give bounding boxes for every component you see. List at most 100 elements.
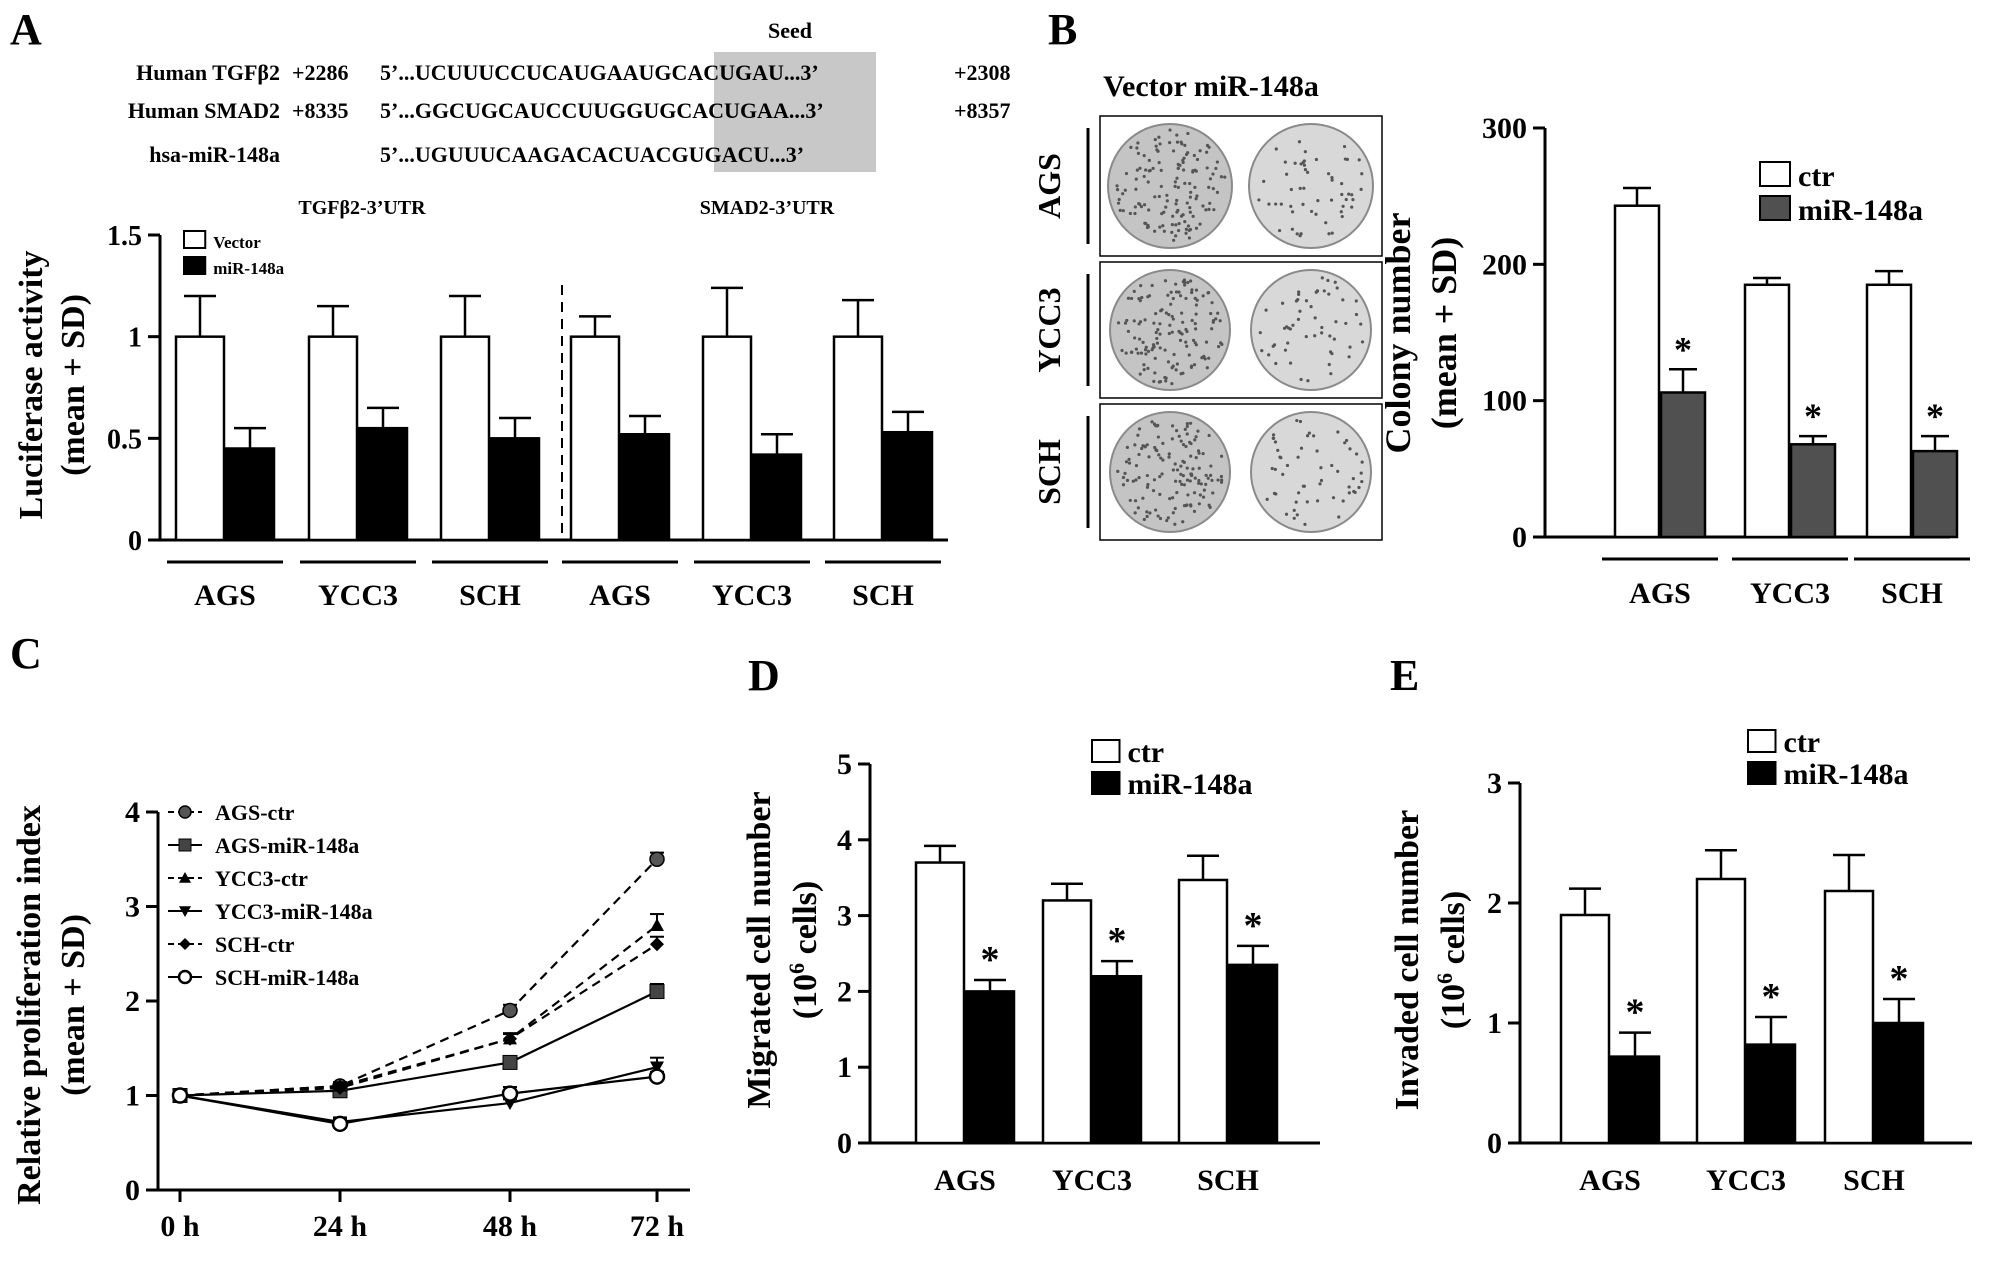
colony — [1133, 205, 1137, 209]
colony — [1185, 432, 1189, 436]
colony — [1209, 311, 1213, 316]
colony — [1298, 186, 1302, 190]
colony — [1135, 146, 1139, 150]
colony — [1173, 506, 1177, 511]
colony — [1193, 322, 1197, 326]
colony — [1306, 379, 1310, 383]
colony — [1178, 163, 1182, 167]
colony — [1166, 293, 1170, 297]
colony — [1190, 318, 1194, 323]
colony — [1208, 201, 1212, 205]
colony — [1347, 491, 1351, 495]
colony — [1156, 328, 1160, 332]
colony — [1219, 454, 1224, 458]
colony — [1304, 299, 1309, 303]
colony-plates: Vector miR-148a AGS YCC3 SCH — [1031, 70, 1383, 541]
colony — [1175, 468, 1180, 472]
colony — [1293, 161, 1297, 165]
colony — [1116, 201, 1121, 205]
colony — [1145, 443, 1149, 447]
colony — [1204, 482, 1208, 486]
colony — [1354, 299, 1358, 303]
colony — [1134, 187, 1138, 191]
data-point — [502, 1002, 518, 1019]
colony — [1208, 505, 1212, 509]
data-point — [178, 805, 192, 819]
colony — [1157, 453, 1161, 457]
colony — [1171, 296, 1175, 301]
colony — [1171, 317, 1175, 321]
colony — [1164, 205, 1168, 209]
colony — [1175, 362, 1180, 366]
colony — [1124, 171, 1129, 176]
colony — [1173, 184, 1177, 188]
legend-swatch — [1759, 195, 1791, 221]
colony — [1309, 209, 1314, 214]
colony — [1155, 341, 1160, 345]
colony — [1139, 351, 1144, 355]
colony — [1125, 478, 1130, 482]
colony — [1188, 479, 1192, 483]
colony — [1193, 185, 1197, 189]
colony — [1168, 497, 1172, 501]
colony — [1115, 184, 1119, 188]
colony — [1319, 478, 1324, 483]
colony — [1170, 382, 1174, 386]
colony — [1155, 336, 1159, 341]
colony — [1194, 288, 1199, 292]
colony — [1147, 158, 1151, 162]
colony — [1182, 483, 1187, 487]
colony — [1344, 197, 1348, 202]
colony — [1260, 349, 1264, 353]
colony — [1180, 482, 1184, 486]
colony — [1257, 198, 1261, 202]
y-axis-label: Colony number — [1378, 212, 1418, 453]
colony — [1189, 364, 1194, 368]
colony — [1180, 332, 1184, 336]
colony — [1189, 190, 1193, 194]
colony — [1184, 231, 1188, 235]
colony — [1179, 439, 1183, 443]
colony — [1179, 464, 1183, 468]
legend-label: Vector — [213, 233, 261, 252]
colony — [1330, 231, 1334, 235]
colony — [1180, 142, 1184, 146]
colony — [1335, 286, 1339, 290]
bar — [307, 335, 359, 542]
colony — [1270, 466, 1274, 471]
y-axis-label: (mean + SD) — [55, 914, 92, 1096]
colony — [1347, 192, 1351, 196]
colony — [1214, 317, 1218, 321]
legend-label: SCH-miR-148a — [215, 965, 359, 990]
colony — [1195, 298, 1199, 302]
colony — [1167, 313, 1171, 317]
colony — [1192, 491, 1197, 495]
colony — [1344, 321, 1348, 326]
y-axis-label: Migrated cell number — [741, 791, 778, 1108]
legend-label: miR-148a — [213, 259, 284, 278]
colony — [1330, 175, 1334, 180]
colony — [1185, 344, 1189, 348]
data-point — [179, 906, 191, 917]
colony — [1179, 472, 1183, 476]
bar — [1227, 963, 1279, 1145]
colony — [1204, 340, 1209, 344]
plate-mir-148a — [1250, 269, 1372, 391]
colony — [1171, 468, 1175, 472]
colony — [1188, 195, 1192, 199]
colony — [1175, 133, 1179, 137]
colony — [1170, 314, 1174, 319]
colony — [1200, 356, 1204, 360]
colony — [1123, 188, 1127, 192]
colony — [1197, 478, 1201, 483]
colony — [1121, 192, 1125, 196]
colony — [1170, 222, 1174, 227]
colony — [1137, 337, 1142, 341]
colony — [1265, 497, 1269, 501]
colony — [1150, 283, 1154, 288]
colony — [1194, 455, 1198, 460]
colony — [1295, 418, 1299, 423]
colony — [1138, 166, 1142, 170]
colony — [1341, 204, 1345, 208]
